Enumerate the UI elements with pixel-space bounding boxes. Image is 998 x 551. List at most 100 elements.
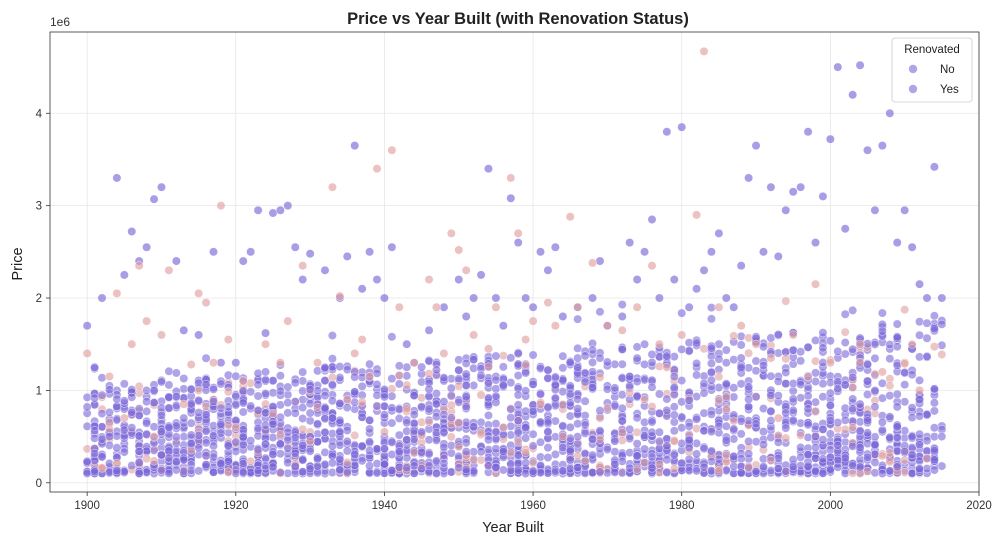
scatter-point (610, 467, 620, 477)
scatter-point (588, 450, 597, 460)
scatter-point (290, 397, 300, 407)
scatter-point (915, 464, 924, 474)
scatter-point (498, 362, 508, 372)
scatter-point (409, 468, 419, 478)
scatter-point (818, 379, 828, 389)
scatter-point (699, 388, 709, 398)
scatter-point-yes (201, 298, 211, 308)
scatter-point (818, 392, 828, 402)
scatter-point (521, 386, 531, 396)
scatter-point (149, 385, 159, 395)
scatter-point (290, 408, 300, 418)
scatter-point (788, 415, 798, 425)
scatter-point (825, 388, 835, 398)
scatter-point (171, 368, 181, 378)
scatter-point (394, 405, 404, 414)
scatter-point (729, 451, 739, 461)
scatter-point (283, 443, 293, 453)
scatter-point-no (268, 208, 278, 218)
scatter-point (915, 330, 924, 340)
scatter-point (617, 345, 627, 354)
scatter-point (736, 454, 746, 464)
scatter-point-no (625, 238, 635, 248)
scatter-point (432, 436, 441, 445)
scatter-point-yes (335, 291, 345, 301)
scatter-point-no (149, 194, 159, 204)
scatter-point-yes (603, 321, 612, 331)
scatter-point-no (105, 432, 114, 441)
scatter-point (848, 372, 858, 382)
scatter-point (640, 444, 649, 454)
scatter-point (907, 469, 917, 478)
scatter-point (721, 465, 731, 475)
scatter-point (521, 423, 531, 433)
scatter-point (432, 389, 441, 398)
scatter-point (253, 445, 263, 455)
scatter-point-no (290, 242, 300, 252)
scatter-point (275, 468, 285, 477)
scatter-point-no (699, 265, 709, 275)
scatter-point (655, 352, 664, 362)
scatter-point-no (707, 247, 716, 257)
scatter-point-no (915, 279, 924, 289)
scatter-point (625, 434, 635, 444)
scatter-point (253, 380, 263, 390)
scatter-point (885, 354, 895, 364)
scatter-point (365, 437, 374, 447)
scatter-point (424, 384, 434, 394)
legend-label-yes: Yes (940, 84, 959, 96)
scatter-point (885, 391, 895, 401)
scatter-point (781, 423, 791, 433)
y-tick-label: 0 (36, 478, 42, 490)
scatter-point (543, 443, 553, 453)
scatter-point (238, 459, 248, 468)
scatter-point (171, 421, 181, 431)
scatter-point (402, 380, 412, 390)
scatter-point-yes (617, 325, 627, 335)
scatter-point (424, 404, 434, 414)
scatter-point (209, 397, 218, 406)
scatter-point (565, 445, 575, 455)
scatter-point (432, 399, 441, 409)
scatter-point (528, 350, 538, 360)
scatter-point-no (937, 293, 947, 303)
scatter-point-no (773, 252, 783, 261)
scatter-point (454, 463, 464, 473)
scatter-point-no (744, 173, 754, 183)
scatter-point (900, 305, 910, 315)
scatter-point (253, 405, 263, 415)
scatter-point-yes (223, 335, 233, 344)
scatter-point (877, 308, 887, 318)
scatter-point (603, 357, 612, 367)
scatter-point-no (194, 330, 204, 340)
scatter-point (573, 353, 583, 363)
scatter-point (863, 439, 872, 449)
scatter-point (268, 433, 278, 442)
scatter-point-no (238, 256, 248, 266)
scatter-point (127, 408, 137, 417)
x-tick-label: 1920 (223, 500, 249, 512)
x-tick-label: 2000 (818, 500, 844, 512)
scatter-point (825, 452, 835, 462)
scatter-point-no (402, 339, 412, 349)
scatter-point (558, 421, 568, 431)
scatter-point (565, 455, 575, 465)
scatter-point (796, 356, 806, 366)
scatter-point (818, 358, 828, 367)
scatter-point (647, 382, 657, 392)
scatter-point (394, 361, 404, 371)
scatter-point (632, 439, 642, 449)
scatter-point (380, 410, 389, 420)
scatter-point (253, 391, 263, 401)
scatter-point (692, 338, 701, 348)
scatter-point (350, 431, 360, 440)
plot-frame (49, 31, 980, 493)
scatter-point-no (803, 404, 813, 414)
scatter-point (580, 351, 590, 361)
scatter-point (788, 394, 798, 404)
scatter-point (238, 398, 248, 408)
scatter-point (446, 391, 456, 401)
legend: Renovated No Yes (891, 37, 973, 103)
scatter-point (238, 467, 248, 477)
scatter-point (781, 433, 791, 443)
